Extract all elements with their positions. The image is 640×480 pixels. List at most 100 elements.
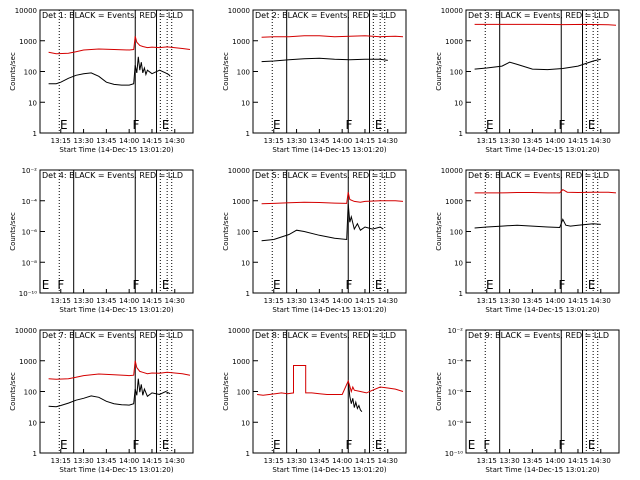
y-tick-label: 10 [454,99,463,107]
events-series-line [347,380,363,413]
x-tick-label: 14:15 [355,457,375,465]
panel-title: Det 8: BLACK = Events, RED = LLD [255,331,396,340]
x-tick-label: 13:15 [51,137,71,145]
x-axis-label: Start Time (14-Dec-15 13:01:20) [272,306,386,314]
y-tick-label: 10⁻⁴ [448,358,464,366]
x-tick-label: 13:30 [286,457,306,465]
y-tick-label: 100 [24,389,37,397]
y-tick-label: 10⁻⁶ [448,389,464,397]
x-tick-label: 14:00 [545,137,565,145]
x-tick-label: 13:45 [96,297,116,305]
y-axis-label: Counts/sec [9,212,17,251]
x-tick-label: 13:45 [522,137,542,145]
y-tick-label: 100 [450,229,463,237]
x-tick-label: 14:15 [568,457,588,465]
y-tick-label: 10 [28,419,37,427]
x-tick-label: 13:15 [477,137,497,145]
y-tick-label: 10 [241,99,250,107]
marker-label: E [375,118,383,132]
marker-label: F [346,278,353,292]
x-tick-label: 13:45 [522,297,542,305]
lld-series-line [474,188,617,194]
x-tick-label: 13:30 [73,297,93,305]
panel-title: Det 9: BLACK = Events, RED = LLD [468,331,609,340]
x-tick-label: 14:15 [568,137,588,145]
marker-label: E [588,438,596,452]
y-tick-label: 1000 [19,38,37,46]
x-tick-label: 13:30 [73,137,93,145]
y-axis-label: Counts/sec [222,52,230,91]
y-tick-label: 1 [246,290,250,298]
lld-series-line [261,35,404,38]
marker-label: E [60,118,68,132]
plot-frame [252,169,407,294]
plot-frame [465,329,620,454]
x-axis-label: Start Time (14-Dec-15 13:01:20) [485,466,599,474]
x-tick-label: 14:30 [165,297,185,305]
x-tick-label: 14:00 [545,457,565,465]
marker-label: F [133,118,140,132]
x-tick-label: 14:30 [165,457,185,465]
y-tick-label: 1 [33,130,37,138]
marker-label: E [273,438,281,452]
marker-label: E [486,278,494,292]
y-tick-label: 10000 [15,327,37,335]
x-tick-label: 14:30 [378,297,398,305]
x-tick-label: 14:00 [332,297,352,305]
y-tick-label: 10000 [228,327,250,335]
x-tick-label: 13:30 [286,137,306,145]
plot-frame [465,169,620,294]
y-tick-label: 1 [33,450,37,458]
y-axis-label: Counts/sec [435,212,443,251]
x-tick-label: 14:30 [591,297,611,305]
panel-title: Det 1: BLACK = Events, RED = LLD [42,11,183,20]
lld-series-line [257,365,404,396]
y-tick-label: 1000 [232,358,250,366]
y-tick-label: 10⁻⁴ [22,198,38,206]
events-series-line [474,58,601,71]
y-axis-label: Counts/sec [222,372,230,411]
x-tick-label: 14:15 [142,137,162,145]
y-tick-label: 1000 [445,38,463,46]
lld-series-line [474,23,617,26]
x-tick-label: 14:30 [591,137,611,145]
x-axis-label: Start Time (14-Dec-15 13:01:20) [59,466,173,474]
x-axis-label: Start Time (14-Dec-15 13:01:20) [485,146,599,154]
x-tick-label: 14:00 [119,297,139,305]
y-tick-label: 10 [241,419,250,427]
y-axis-label: Counts/sec [435,52,443,91]
events-series-line [474,218,601,229]
y-tick-label: 1000 [232,198,250,206]
x-axis-label: Start Time (14-Dec-15 13:01:20) [59,306,173,314]
events-series-line [48,378,171,408]
marker-label: F [346,118,353,132]
y-tick-label: 10⁻² [448,327,464,335]
x-axis-label: Start Time (14-Dec-15 13:01:20) [272,146,386,154]
marker-label: E [375,278,383,292]
x-tick-label: 13:45 [309,137,329,145]
y-tick-label: 10⁻¹⁰ [445,450,463,458]
x-tick-label: 13:15 [477,457,497,465]
plot-frame [465,9,620,134]
y-tick-label: 10000 [15,7,37,15]
y-tick-label: 100 [237,69,250,77]
panel-title: Det 6: BLACK = Events, RED = LLD [468,171,609,180]
x-tick-label: 13:15 [51,297,71,305]
events-series-line [261,57,388,63]
x-tick-label: 14:00 [119,137,139,145]
y-tick-label: 10⁻⁸ [448,419,464,427]
y-axis-label: Counts/sec [222,212,230,251]
x-axis-label: Start Time (14-Dec-15 13:01:20) [272,466,386,474]
lld-series-line [261,192,404,205]
y-tick-label: 10000 [228,7,250,15]
marker-label: E [588,118,596,132]
y-tick-label: 10 [241,259,250,267]
y-tick-label: 1 [246,130,250,138]
y-tick-label: 10⁻¹⁰ [19,290,37,298]
x-tick-label: 14:15 [142,457,162,465]
